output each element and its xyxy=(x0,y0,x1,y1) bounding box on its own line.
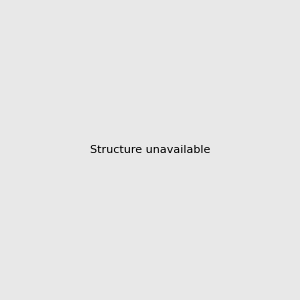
Text: Structure unavailable: Structure unavailable xyxy=(90,145,210,155)
